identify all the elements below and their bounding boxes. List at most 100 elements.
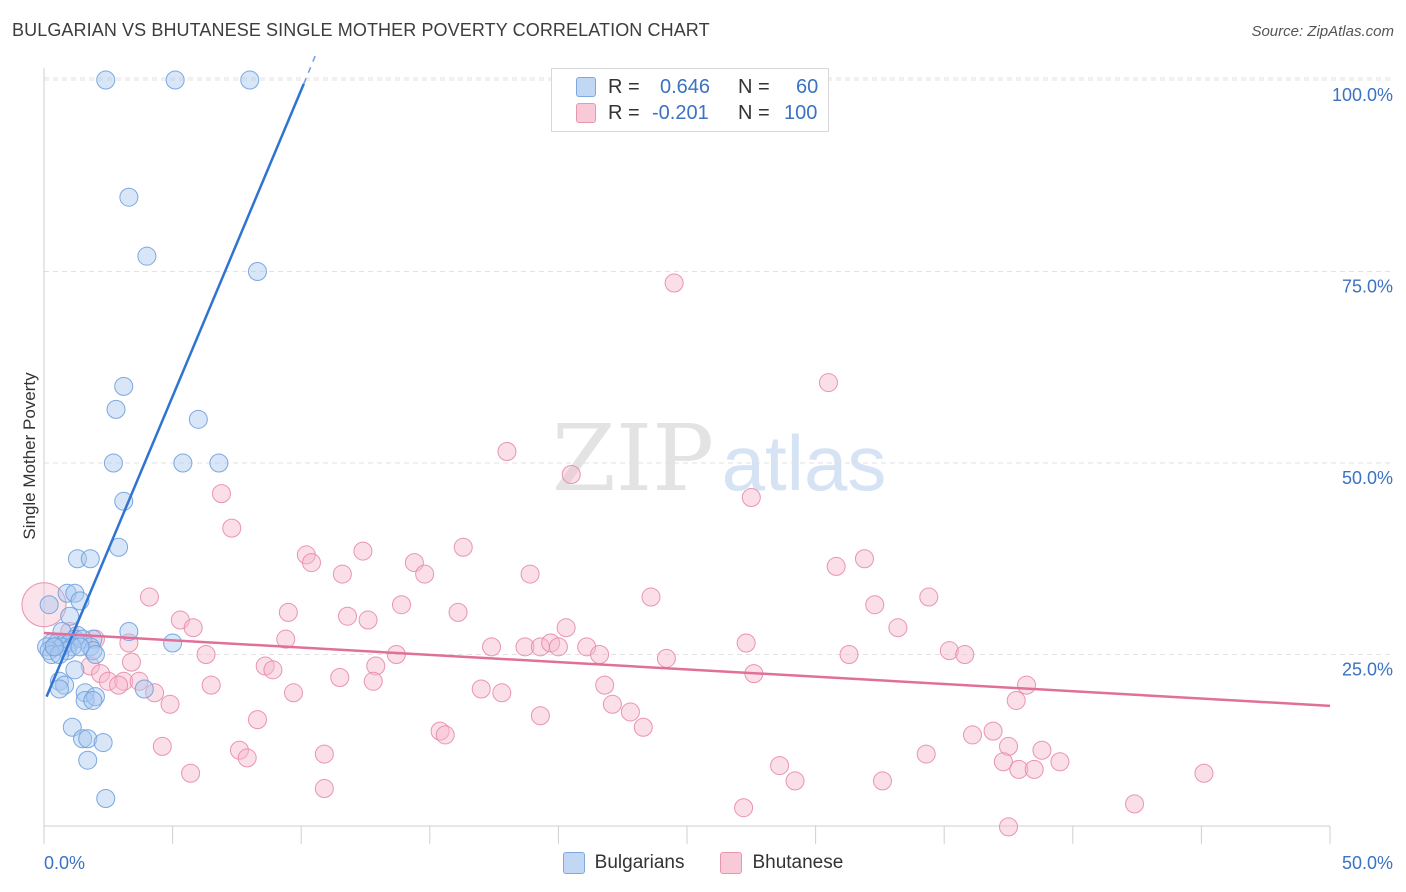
bulgarian-point bbox=[134, 679, 154, 699]
bhutanese-point bbox=[222, 518, 242, 538]
legend-r-value: 0.646 bbox=[660, 75, 711, 98]
x-tick-label-max: 50.0% bbox=[1342, 853, 1393, 873]
bulgarian-trend-line bbox=[45, 83, 305, 698]
y-axis-label: Single Mother Poverty bbox=[20, 372, 39, 540]
bhutanese-point bbox=[664, 273, 684, 293]
bhutanese-point bbox=[314, 744, 334, 764]
bhutanese-point bbox=[1024, 759, 1044, 779]
series-legend-bulgarians: Bulgarians bbox=[562, 852, 685, 874]
bhutanese-point bbox=[301, 553, 321, 573]
series-legend-bhutanese: Bhutanese bbox=[720, 852, 843, 874]
bhutanese-point bbox=[983, 721, 1003, 741]
bhutanese-point bbox=[263, 660, 283, 680]
bulgarian-point bbox=[93, 733, 113, 753]
bhutanese-point bbox=[237, 748, 257, 768]
bhutanese-point bbox=[561, 464, 581, 484]
bhutanese-point bbox=[872, 771, 892, 791]
bulgarian-point bbox=[75, 683, 95, 703]
bhutanese-point bbox=[595, 675, 615, 695]
bhutanese-point bbox=[1006, 690, 1026, 710]
legend-n-value: 100 bbox=[784, 101, 818, 124]
bhutanese-point bbox=[492, 683, 512, 703]
bhutanese-point bbox=[1125, 794, 1145, 814]
legend-swatch-pink bbox=[576, 103, 596, 123]
bhutanese-point bbox=[109, 675, 129, 695]
bhutanese-point bbox=[530, 706, 550, 726]
bhutanese-point bbox=[247, 710, 267, 730]
series-swatch-blue bbox=[562, 852, 585, 874]
bulgarian-point bbox=[163, 633, 183, 653]
bhutanese-trend-line bbox=[43, 631, 1331, 708]
legend-row-bulgarians: R = 0.646 N = 60 bbox=[576, 75, 818, 99]
bhutanese-point bbox=[314, 779, 334, 799]
bhutanese-point bbox=[839, 645, 859, 664]
bhutanese-point bbox=[183, 618, 203, 638]
bhutanese-point bbox=[999, 817, 1018, 837]
bhutanese-point bbox=[80, 656, 100, 676]
legend-swatch-blue bbox=[576, 77, 596, 97]
bulgarian-point bbox=[165, 70, 185, 90]
bhutanese-point bbox=[139, 587, 159, 607]
bulgarian-point bbox=[173, 453, 193, 473]
bhutanese-point bbox=[520, 564, 540, 584]
bhutanese-point bbox=[741, 487, 761, 507]
bhutanese-point bbox=[734, 798, 754, 818]
bulgarian-point bbox=[55, 675, 75, 695]
bhutanese-point bbox=[818, 373, 838, 393]
bhutanese-point bbox=[471, 679, 491, 699]
bhutanese-point bbox=[430, 721, 450, 741]
bhutanese-point bbox=[121, 652, 141, 672]
bhutanese-point bbox=[211, 484, 231, 504]
bhutanese-point bbox=[865, 595, 885, 615]
bulgarian-point bbox=[96, 789, 116, 809]
y-tick-label: 100.0% bbox=[1332, 85, 1393, 105]
bhutanese-point bbox=[785, 771, 805, 791]
bhutanese-point bbox=[1017, 675, 1037, 695]
bhutanese-point bbox=[1194, 763, 1214, 783]
bhutanese-point bbox=[392, 595, 412, 615]
bulgarian-point bbox=[209, 453, 229, 473]
bulgarian-point bbox=[70, 637, 90, 657]
bhutanese-point bbox=[919, 587, 939, 607]
bulgarian-point bbox=[119, 187, 139, 207]
bhutanese-point bbox=[999, 736, 1018, 756]
bhutanese-point bbox=[955, 645, 975, 664]
bulgarian-point bbox=[119, 622, 139, 642]
bhutanese-point bbox=[515, 637, 535, 657]
series-swatch-pink bbox=[720, 852, 743, 874]
series-label-bulgarians: Bulgarians bbox=[594, 852, 685, 873]
legend-row-bhutanese: R = -0.201 N = 100 bbox=[576, 101, 817, 125]
bhutanese-point bbox=[330, 667, 350, 687]
bulgarian-trend-extension bbox=[303, 52, 318, 85]
bhutanese-point bbox=[363, 671, 383, 691]
bhutanese-point bbox=[114, 671, 134, 691]
bhutanese-point bbox=[736, 633, 756, 653]
bhutanese-point bbox=[590, 645, 610, 664]
bulgarian-point bbox=[106, 399, 126, 419]
legend-n-label: N = bbox=[738, 75, 770, 98]
bulgarian-point bbox=[137, 246, 157, 266]
bhutanese-point bbox=[160, 694, 180, 714]
bhutanese-point bbox=[656, 648, 676, 668]
bhutanese-point bbox=[229, 740, 249, 760]
legend-r-label: R = bbox=[608, 75, 640, 98]
bhutanese-point bbox=[283, 683, 303, 703]
bhutanese-point bbox=[939, 641, 959, 661]
watermark-zip: ZIP bbox=[552, 405, 714, 512]
bhutanese-point bbox=[916, 744, 936, 764]
bulgarian-point bbox=[103, 453, 123, 473]
bhutanese-point bbox=[453, 537, 473, 557]
series-label-bhutanese: Bhutanese bbox=[752, 852, 844, 873]
y-tick-label: 25.0% bbox=[1342, 660, 1393, 680]
bulgarian-point bbox=[96, 70, 116, 90]
bhutanese-point bbox=[145, 683, 165, 703]
bhutanese-point bbox=[337, 606, 357, 626]
y-tick-label: 50.0% bbox=[1342, 468, 1393, 488]
bulgarian-point bbox=[65, 660, 85, 680]
bhutanese-point bbox=[358, 610, 378, 630]
bhutanese-point bbox=[482, 637, 502, 657]
bulgarian-point bbox=[44, 637, 64, 657]
source-label: Source: ZipAtlas.com bbox=[1251, 23, 1394, 40]
y-tick-label: 75.0% bbox=[1342, 277, 1393, 297]
